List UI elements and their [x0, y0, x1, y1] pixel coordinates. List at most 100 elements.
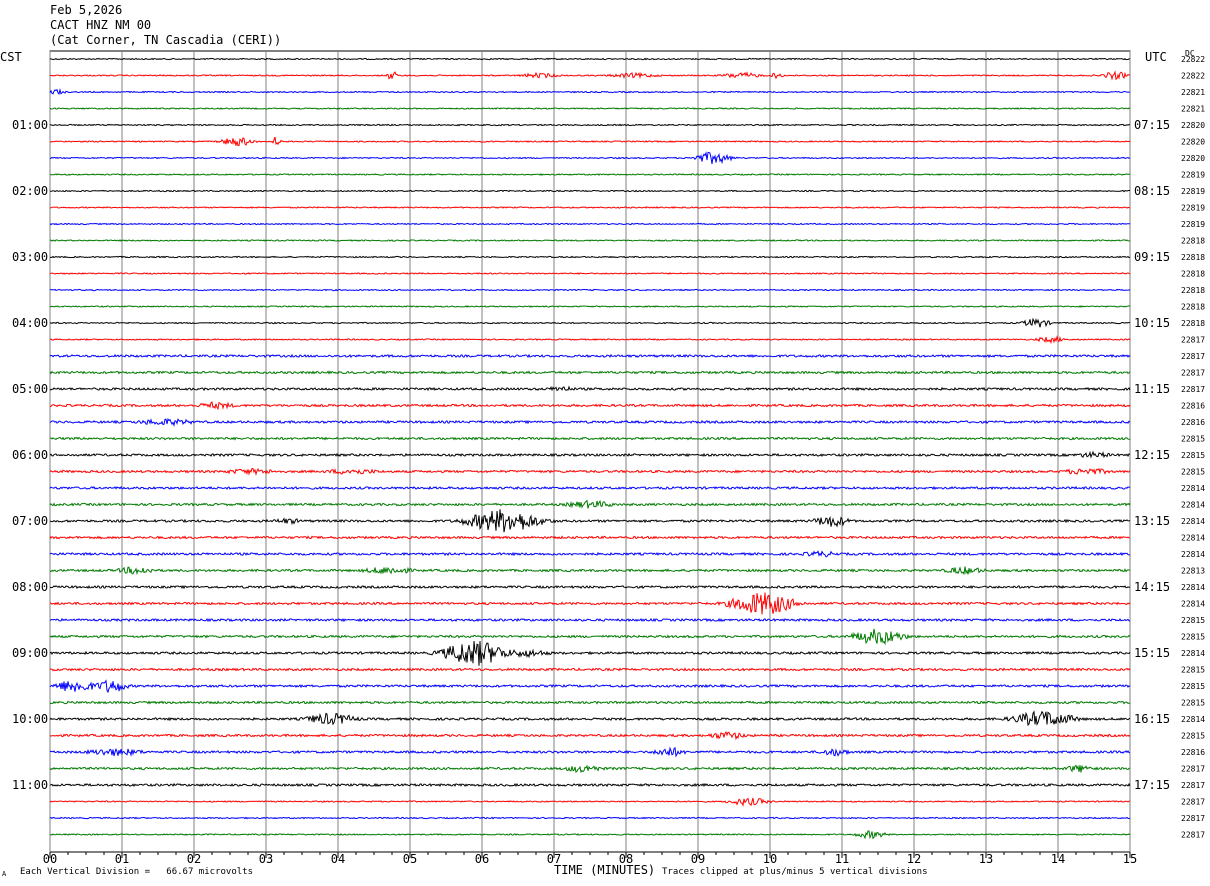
- dc-value-label: 22818: [1181, 303, 1205, 312]
- dc-value-label: 22814: [1181, 550, 1205, 559]
- trace-line: [49, 764, 1131, 774]
- dc-value-label: 22816: [1181, 418, 1205, 427]
- utc-time-label: 16:15: [1134, 712, 1170, 726]
- trace-line: [49, 189, 1130, 193]
- dc-value-label: 22815: [1181, 468, 1205, 477]
- dc-value-label: 22813: [1181, 567, 1205, 576]
- right-timezone-label: UTC: [1145, 50, 1167, 64]
- trace-line: [49, 566, 1130, 576]
- trace-line: [49, 136, 1131, 147]
- cst-time-label: 08:00: [12, 580, 48, 594]
- dc-value-label: 22818: [1181, 237, 1205, 246]
- cst-time-label: 03:00: [12, 250, 48, 264]
- x-tick-label: 08: [619, 852, 633, 866]
- dc-value-label: 22817: [1181, 765, 1205, 774]
- x-tick-label: 09: [691, 852, 705, 866]
- trace-line: [49, 417, 1131, 427]
- cst-time-label: 06:00: [12, 448, 48, 462]
- dc-value-label: 22822: [1181, 55, 1205, 64]
- dc-value-label: 22819: [1181, 171, 1205, 180]
- dc-value-label: 22818: [1181, 253, 1205, 262]
- x-tick-label: 07: [547, 852, 561, 866]
- clip-note: Traces clipped at plus/minus 5 vertical …: [662, 867, 928, 877]
- utc-time-label: 15:15: [1134, 646, 1170, 660]
- trace-line: [49, 467, 1131, 476]
- x-tick-label: 05: [403, 852, 417, 866]
- trace-line: [49, 436, 1131, 441]
- dc-value-label: 22817: [1181, 798, 1205, 807]
- trace-line: [49, 57, 1131, 61]
- dc-value-label: 22820: [1181, 138, 1205, 147]
- dc-value-label: 22817: [1181, 385, 1205, 394]
- trace-line: [49, 746, 1131, 758]
- dc-value-label: 22818: [1181, 286, 1205, 295]
- station-code: CACT HNZ NM 00: [50, 18, 152, 32]
- dc-value-label: 22822: [1181, 72, 1205, 81]
- trace-line: [49, 830, 1131, 840]
- trace-line: [49, 550, 1130, 558]
- cst-time-label: 02:00: [12, 184, 48, 198]
- dc-value-label: 22819: [1181, 220, 1205, 229]
- trace-line: [49, 305, 1131, 308]
- trace-line: [49, 222, 1131, 226]
- trace-line: [49, 385, 1131, 392]
- station-location: (Cat Corner, TN Cascadia (CERI)): [50, 33, 282, 47]
- dc-value-label: 22818: [1181, 270, 1205, 279]
- trace-line: [49, 485, 1131, 491]
- dc-value-label: 22814: [1181, 484, 1205, 493]
- dc-value-label: 22820: [1181, 154, 1205, 163]
- trace-line: [49, 335, 1131, 345]
- left-timezone-label: CST: [0, 50, 22, 64]
- cst-time-label: 10:00: [12, 712, 48, 726]
- trace-line: [49, 628, 1131, 646]
- trace-line: [49, 700, 1131, 705]
- trace-line: [49, 401, 1131, 411]
- trace-line: [49, 731, 1131, 741]
- trace-line: [49, 509, 1131, 533]
- dc-value-label: 22815: [1181, 682, 1205, 691]
- x-tick-label: 01: [115, 852, 129, 866]
- utc-time-label: 13:15: [1134, 514, 1170, 528]
- dc-value-label: 22816: [1181, 748, 1205, 757]
- trace-line: [49, 151, 1131, 165]
- dc-value-label: 22820: [1181, 121, 1205, 130]
- trace-line: [49, 584, 1131, 590]
- scale-note: Each Vertical Division = 66.67 microvolt…: [20, 867, 253, 877]
- cst-time-label: 07:00: [12, 514, 48, 528]
- trace-line: [49, 592, 1131, 615]
- trace-line: [49, 272, 1131, 275]
- dc-value-label: 22814: [1181, 600, 1205, 609]
- utc-time-label: 12:15: [1134, 448, 1170, 462]
- dc-value-label: 22815: [1181, 435, 1205, 444]
- cst-time-label: 04:00: [12, 316, 48, 330]
- trace-line: [49, 317, 1131, 328]
- dc-value-label: 22819: [1181, 187, 1205, 196]
- trace-line: [49, 370, 1131, 375]
- trace-line: [49, 617, 1131, 623]
- trace-line: [49, 816, 1131, 820]
- trace-line: [49, 710, 1131, 727]
- trace-line: [49, 288, 1131, 292]
- x-axis-label: TIME (MINUTES): [554, 863, 656, 877]
- trace-line: [49, 450, 1131, 459]
- dc-value-label: 22814: [1181, 517, 1205, 526]
- trace-line: [49, 782, 1131, 788]
- dc-value-label: 22814: [1181, 583, 1205, 592]
- trace-line: [49, 123, 1131, 127]
- trace-line: [49, 535, 1131, 540]
- trace-line: [49, 239, 1130, 242]
- dc-value-label: 22815: [1181, 699, 1205, 708]
- dc-value-label: 22817: [1181, 369, 1205, 378]
- trace-line: [49, 173, 1131, 176]
- dc-value-label: 22817: [1181, 781, 1205, 790]
- dc-value-label: 22815: [1181, 732, 1205, 741]
- x-tick-label: 12: [907, 852, 921, 866]
- x-tick-label: 10: [763, 852, 777, 866]
- x-tick-label: 04: [331, 852, 345, 866]
- x-tick-label: 02: [187, 852, 201, 866]
- utc-time-label: 14:15: [1134, 580, 1170, 594]
- x-tick-label: 06: [475, 852, 489, 866]
- utc-time-label: 11:15: [1134, 382, 1170, 396]
- dc-value-label: 22814: [1181, 534, 1205, 543]
